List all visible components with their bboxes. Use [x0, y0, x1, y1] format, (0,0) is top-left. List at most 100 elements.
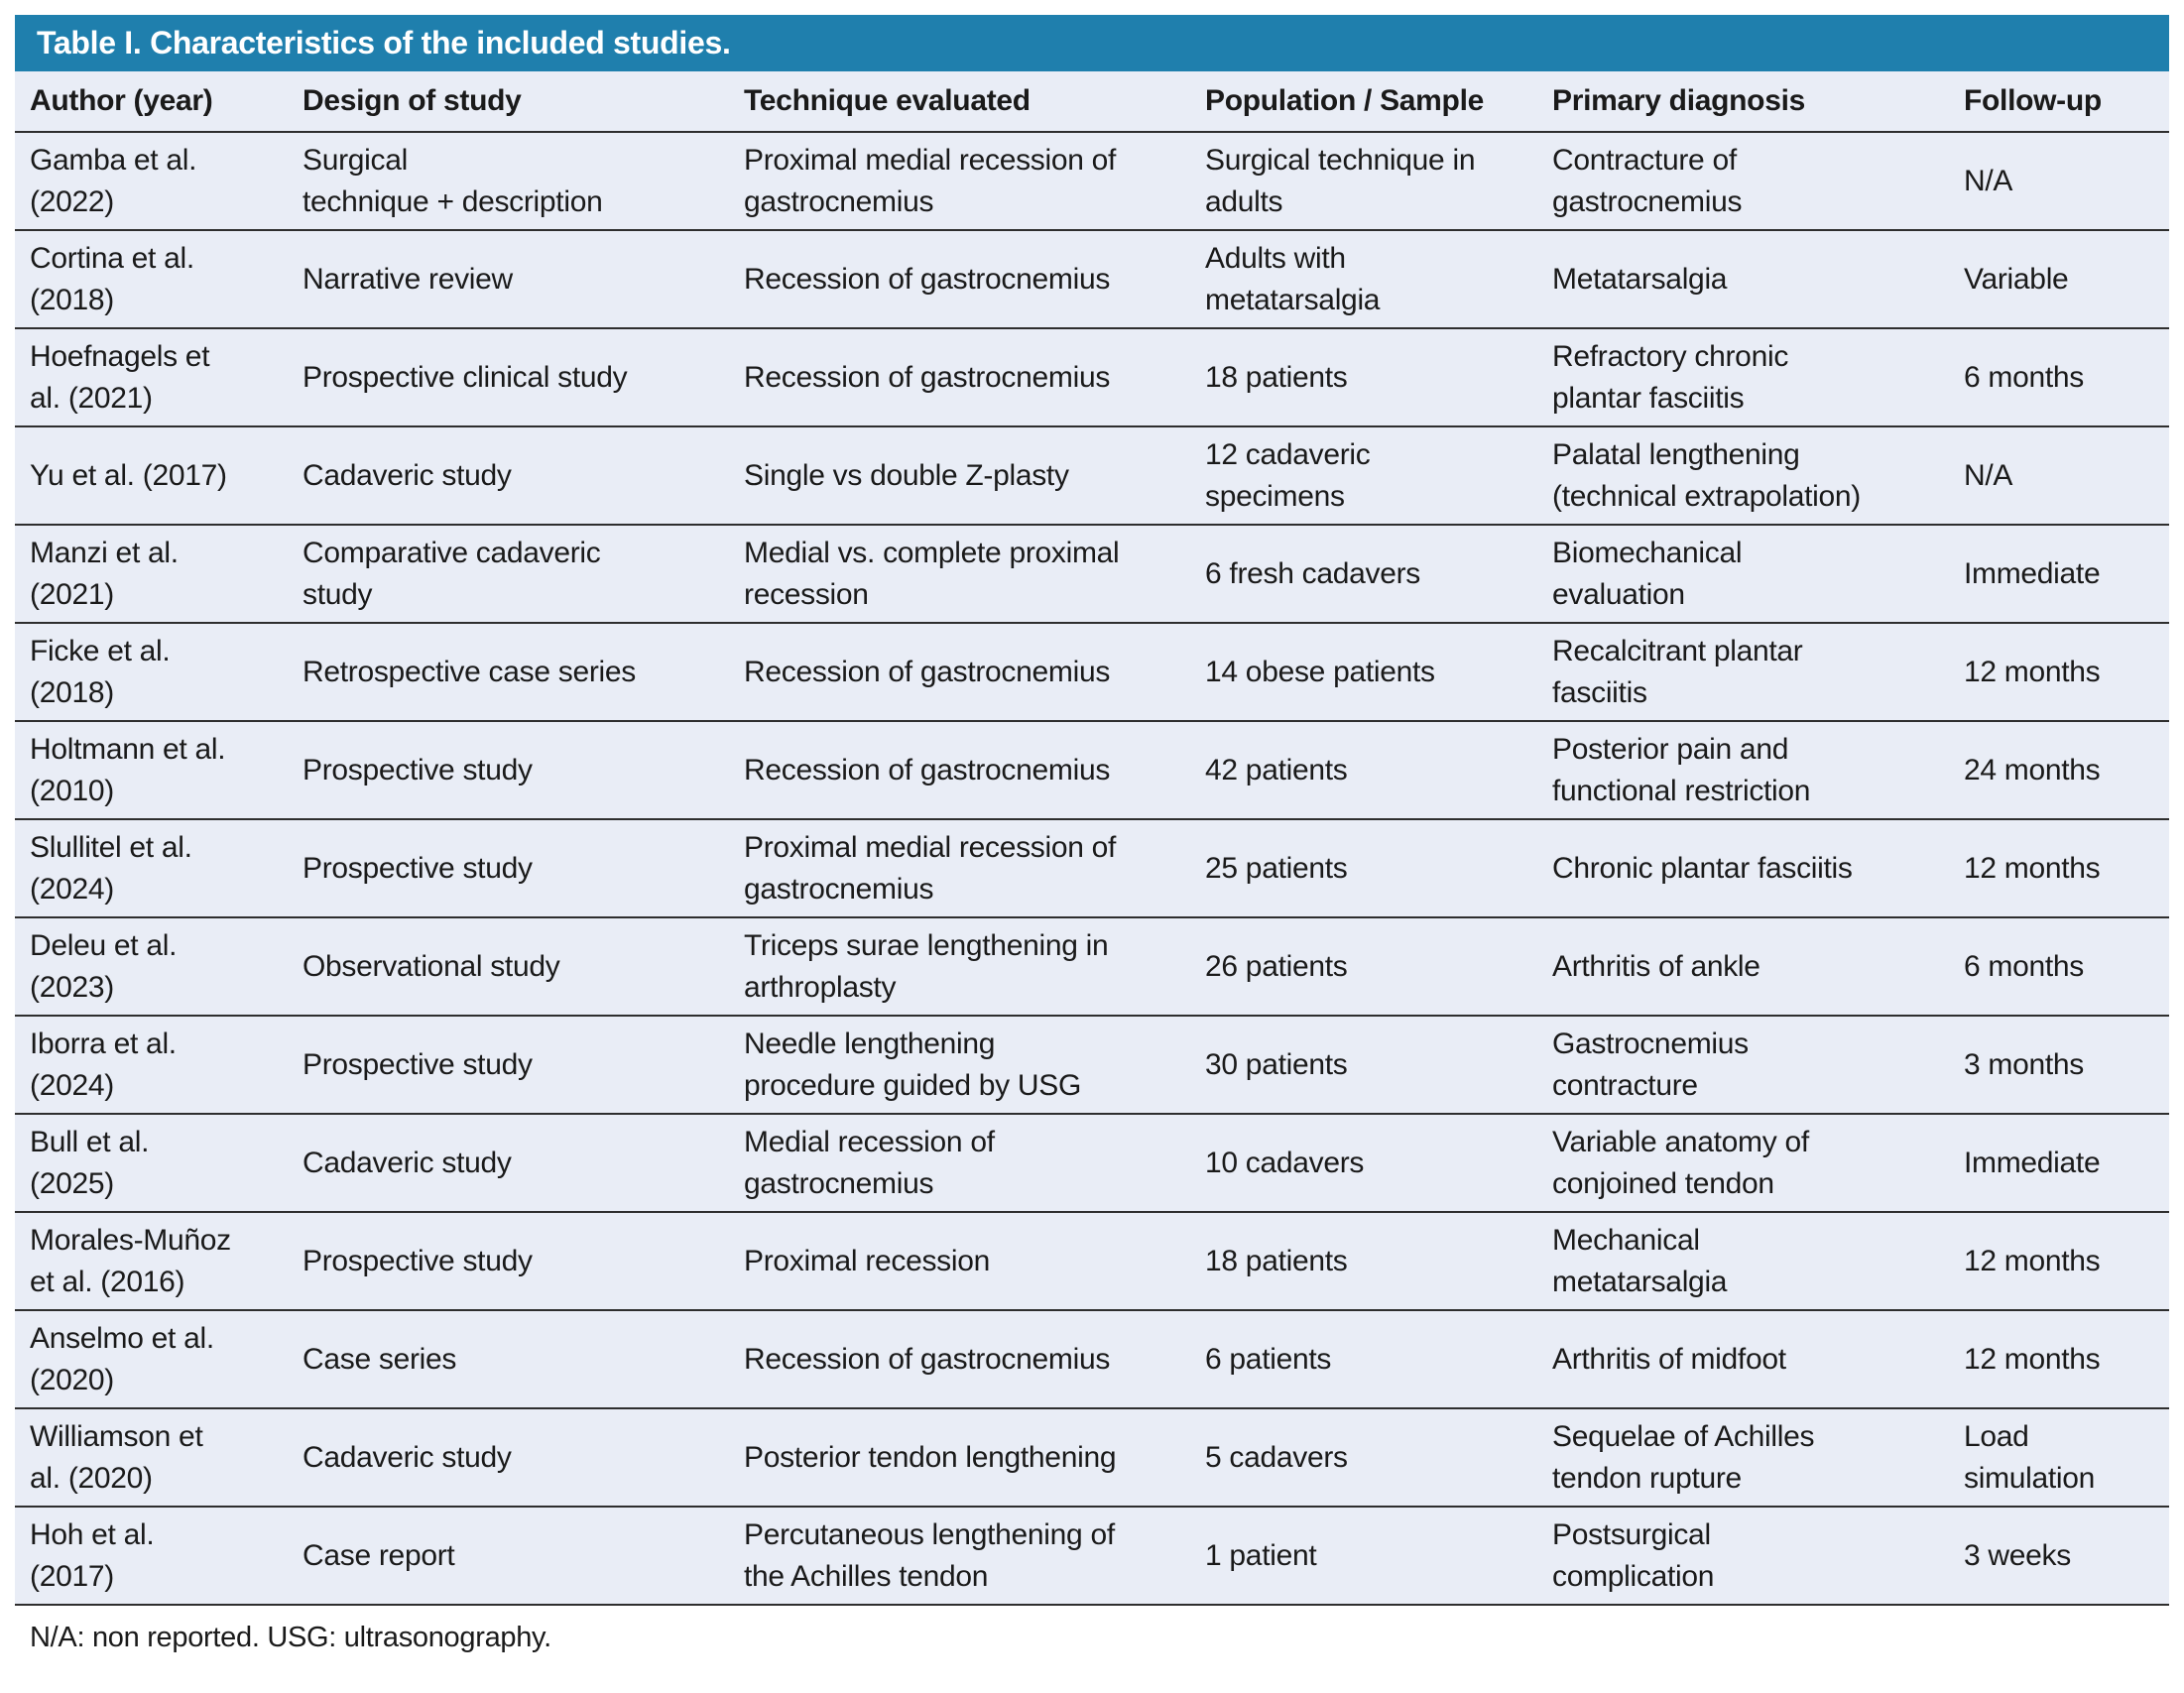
cell-design-of-study: Cadaveric study [288, 426, 729, 526]
cell-author-year: Holtmann et al. (2010) [15, 721, 288, 820]
cell-author-year: Anselmo et al. (2020) [15, 1310, 288, 1409]
cell-population-sample: 14 obese patients [1190, 623, 1537, 722]
col-header-primary-diagnosis: Primary diagnosis [1537, 71, 1949, 133]
cell-technique-evaluated: Recession of gastrocnemius [729, 623, 1190, 722]
cell-follow-up: Load simulation [1949, 1408, 2169, 1508]
cell-follow-up: 12 months [1949, 819, 2169, 918]
table-row: Ficke et al. (2018) Retrospective case se… [15, 623, 2169, 722]
cell-design-of-study: Narrative review [288, 230, 729, 329]
cell-design-of-study: Cadaveric study [288, 1408, 729, 1508]
cell-primary-diagnosis: Metatarsalgia [1537, 230, 1949, 329]
cell-primary-diagnosis: Mechanical metatarsalgia [1537, 1212, 1949, 1311]
cell-design-of-study: Prospective study [288, 721, 729, 820]
col-header-population-sample: Population / Sample [1190, 71, 1537, 133]
cell-population-sample: Adults with metatarsalgia [1190, 230, 1537, 329]
table-title-band: Table I. Characteristics of the included… [15, 15, 2169, 71]
cell-author-year: Ficke et al. (2018) [15, 623, 288, 722]
table-title: Table I. Characteristics of the included… [37, 25, 731, 60]
cell-population-sample: 42 patients [1190, 721, 1537, 820]
table-footnote: N/A: non reported. USG: ultrasonography. [30, 1622, 551, 1653]
cell-population-sample: 10 cadavers [1190, 1114, 1537, 1213]
cell-author-year: Williamson et al. (2020) [15, 1408, 288, 1508]
cell-design-of-study: Retrospective case series [288, 623, 729, 722]
cell-technique-evaluated: Posterior tendon lengthening [729, 1408, 1190, 1508]
cell-follow-up: 6 months [1949, 917, 2169, 1017]
cell-design-of-study: Surgical technique + description [288, 132, 729, 231]
cell-primary-diagnosis: Sequelae of Achilles tendon rupture [1537, 1408, 1949, 1508]
cell-design-of-study: Case series [288, 1310, 729, 1409]
cell-author-year: Hoh et al. (2017) [15, 1507, 288, 1606]
cell-design-of-study: Comparative cadaveric study [288, 525, 729, 624]
cell-author-year: Gamba et al. (2022) [15, 132, 288, 231]
cell-follow-up: 12 months [1949, 1310, 2169, 1409]
table-row: Yu et al. (2017) Cadaveric study Single vs… [15, 426, 2169, 526]
cell-population-sample: 18 patients [1190, 328, 1537, 427]
cell-population-sample: 5 cadavers [1190, 1408, 1537, 1508]
cell-primary-diagnosis: Gastrocnemius contracture [1537, 1016, 1949, 1115]
cell-design-of-study: Prospective study [288, 1016, 729, 1115]
table-row: Hoh et al. (2017) Case report Percutaneous… [15, 1507, 2169, 1606]
cell-follow-up: Immediate [1949, 525, 2169, 624]
table-body: Gamba et al. (2022) Surgical technique + … [15, 132, 2169, 1606]
cell-primary-diagnosis: Refractory chronic plantar fasciitis [1537, 328, 1949, 427]
table-row: Slullitel et al. (2024) Prospective study… [15, 819, 2169, 918]
table-row: Holtmann et al. (2010) Prospective study R… [15, 721, 2169, 820]
col-header-technique-evaluated: Technique evaluated [729, 71, 1190, 133]
cell-technique-evaluated: Medial vs. complete proximal recession [729, 525, 1190, 624]
cell-author-year: Cortina et al. (2018) [15, 230, 288, 329]
cell-primary-diagnosis: Biomechanical evaluation [1537, 525, 1949, 624]
cell-technique-evaluated: Percutaneous lengthening of the Achilles… [729, 1507, 1190, 1606]
cell-technique-evaluated: Recession of gastrocnemius [729, 721, 1190, 820]
table-row: Gamba et al. (2022) Surgical technique + … [15, 132, 2169, 231]
cell-primary-diagnosis: Contracture of gastrocnemius [1537, 132, 1949, 231]
cell-design-of-study: Cadaveric study [288, 1114, 729, 1213]
table-row: Iborra et al. (2024) Prospective study Nee… [15, 1016, 2169, 1115]
cell-primary-diagnosis: Variable anatomy of conjoined tendon [1537, 1114, 1949, 1213]
cell-follow-up: 24 months [1949, 721, 2169, 820]
cell-technique-evaluated: Triceps surae lengthening in arthroplast… [729, 917, 1190, 1017]
cell-design-of-study: Prospective clinical study [288, 328, 729, 427]
cell-primary-diagnosis: Posterior pain and functional restrictio… [1537, 721, 1949, 820]
table-row: Cortina et al. (2018) Narrative review Rec… [15, 230, 2169, 329]
cell-population-sample: 26 patients [1190, 917, 1537, 1017]
cell-technique-evaluated: Recession of gastrocnemius [729, 230, 1190, 329]
cell-population-sample: 6 patients [1190, 1310, 1537, 1409]
cell-follow-up: 12 months [1949, 623, 2169, 722]
studies-table: Author (year) Design of study Technique … [15, 71, 2169, 1606]
cell-technique-evaluated: Proximal recession [729, 1212, 1190, 1311]
cell-author-year: Bull et al. (2025) [15, 1114, 288, 1213]
cell-technique-evaluated: Recession of gastrocnemius [729, 1310, 1190, 1409]
table-row: Hoefnagels et al. (2021) Prospective clin… [15, 328, 2169, 427]
cell-follow-up: Variable [1949, 230, 2169, 329]
cell-follow-up: N/A [1949, 132, 2169, 231]
cell-technique-evaluated: Needle lengthening procedure guided by U… [729, 1016, 1190, 1115]
cell-population-sample: 30 patients [1190, 1016, 1537, 1115]
cell-follow-up: 3 weeks [1949, 1507, 2169, 1606]
table-header-row: Author (year) Design of study Technique … [15, 71, 2169, 133]
table-row: Anselmo et al. (2020) Case series Recessio… [15, 1310, 2169, 1409]
table-row: Deleu et al. (2023) Observational study Tr… [15, 917, 2169, 1017]
cell-follow-up: 3 months [1949, 1016, 2169, 1115]
table-row: Bull et al. (2025) Cadaveric study Medial … [15, 1114, 2169, 1213]
cell-population-sample: 25 patients [1190, 819, 1537, 918]
cell-author-year: Hoefnagels et al. (2021) [15, 328, 288, 427]
cell-follow-up: N/A [1949, 426, 2169, 526]
cell-design-of-study: Case report [288, 1507, 729, 1606]
cell-author-year: Manzi et al. (2021) [15, 525, 288, 624]
cell-follow-up: Immediate [1949, 1114, 2169, 1213]
cell-primary-diagnosis: Postsurgical complication [1537, 1507, 1949, 1606]
cell-author-year: Morales-Muñoz et al. (2016) [15, 1212, 288, 1311]
cell-technique-evaluated: Recession of gastrocnemius [729, 328, 1190, 427]
cell-population-sample: Surgical technique in adults [1190, 132, 1537, 231]
col-header-follow-up: Follow-up [1949, 71, 2169, 133]
cell-population-sample: 6 fresh cadavers [1190, 525, 1537, 624]
cell-technique-evaluated: Proximal medial recession of gastrocnemi… [729, 819, 1190, 918]
cell-design-of-study: Prospective study [288, 819, 729, 918]
cell-primary-diagnosis: Recalcitrant plantar fasciitis [1537, 623, 1949, 722]
cell-population-sample: 18 patients [1190, 1212, 1537, 1311]
cell-design-of-study: Observational study [288, 917, 729, 1017]
cell-technique-evaluated: Single vs double Z-plasty [729, 426, 1190, 526]
table-row: Morales-Muñoz et al. (2016) Prospective s… [15, 1212, 2169, 1311]
cell-design-of-study: Prospective study [288, 1212, 729, 1311]
study-characteristics-table: Table I. Characteristics of the included… [15, 15, 2169, 1654]
